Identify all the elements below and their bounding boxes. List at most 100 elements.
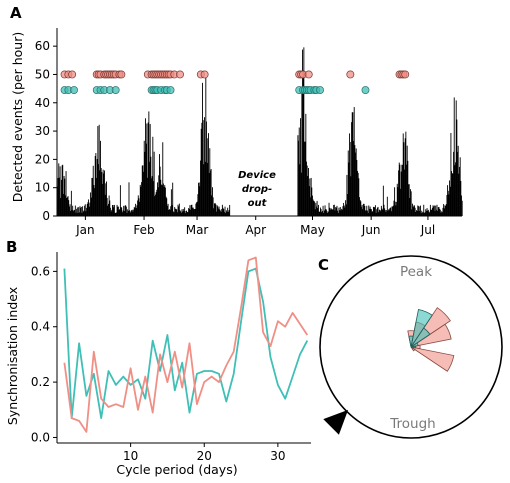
histogram-bar	[319, 211, 321, 216]
histogram-bar	[158, 175, 160, 216]
histogram-bar	[133, 209, 135, 216]
histogram-bar	[395, 205, 397, 216]
histogram-bar	[442, 207, 444, 216]
histogram-bar	[170, 189, 172, 216]
histogram-bar	[64, 195, 66, 216]
histogram-bar	[368, 205, 370, 216]
histogram-bar	[101, 172, 103, 216]
panel-b-xlabel: Cycle period (days)	[116, 462, 237, 477]
histogram-bar	[414, 205, 415, 216]
histogram-bar	[159, 166, 161, 216]
histogram-bar	[205, 77, 207, 216]
histogram-bar	[415, 211, 417, 216]
histogram-bar	[328, 202, 330, 216]
histogram-bar	[445, 204, 447, 216]
histogram-bar	[82, 206, 84, 216]
histogram-bar	[58, 163, 60, 216]
histogram-bar	[392, 206, 394, 216]
histogram-bar	[88, 199, 90, 216]
histogram-bar	[121, 212, 123, 216]
panel-b-ytick-label: 0.6	[31, 264, 50, 278]
histogram-bar	[211, 195, 213, 216]
histogram-bar	[212, 197, 214, 216]
teal-marker	[361, 86, 370, 94]
histogram-bar	[223, 212, 225, 216]
histogram-bar	[66, 197, 68, 216]
histogram-bar	[300, 118, 301, 216]
histogram-bar	[317, 208, 319, 216]
histogram-bar	[419, 206, 421, 216]
histogram-bar	[444, 205, 446, 216]
histogram-bar	[359, 197, 360, 216]
histogram-bar	[400, 188, 402, 216]
histogram-bar	[183, 211, 185, 216]
histogram-bar	[202, 82, 203, 216]
histogram-bar	[355, 148, 357, 216]
histogram-bar	[198, 182, 199, 216]
histogram-bar	[333, 204, 335, 216]
histogram-bar	[81, 212, 83, 216]
teal-polar-wedge	[410, 345, 416, 349]
histogram-bar	[392, 205, 394, 216]
histogram-bar	[68, 200, 70, 216]
histogram-bar	[404, 138, 406, 216]
histogram-bar	[309, 178, 311, 216]
histogram-bar	[111, 209, 113, 216]
histogram-bar	[433, 205, 435, 216]
histogram-bar	[386, 210, 388, 216]
histogram-bar	[178, 203, 180, 216]
histogram-bar	[111, 205, 113, 216]
histogram-bar	[362, 209, 364, 216]
histogram-bar	[412, 207, 414, 216]
histogram-bar	[356, 159, 358, 216]
histogram-bar	[440, 212, 442, 216]
histogram-bar	[184, 207, 186, 216]
histogram-bar	[117, 206, 119, 216]
panel-a-month-label: Feb	[133, 223, 154, 237]
histogram-bar	[365, 210, 367, 216]
histogram-bar	[319, 207, 321, 216]
histogram-bar	[134, 207, 136, 216]
histogram-bar	[451, 173, 453, 216]
histogram-bar	[82, 211, 84, 216]
panel-a-ytick-label: 40	[35, 96, 50, 110]
histogram-bar	[60, 197, 62, 216]
panel-c-polar-histogram	[319, 255, 503, 439]
histogram-bar	[404, 169, 405, 216]
histogram-bar	[176, 212, 178, 216]
histogram-bar	[327, 213, 329, 216]
histogram-bar	[197, 194, 199, 216]
histogram-bar	[376, 209, 378, 216]
histogram-bar	[123, 205, 125, 216]
histogram-bar	[380, 205, 382, 216]
histogram-bar	[449, 180, 451, 216]
histogram-bar	[108, 203, 109, 216]
histogram-bar	[188, 208, 190, 216]
teal-polar-wedge	[410, 342, 419, 348]
histogram-bar	[398, 162, 400, 216]
histogram-bar	[400, 171, 402, 216]
histogram-bar	[443, 208, 445, 216]
histogram-bar	[128, 182, 130, 216]
histogram-bar	[170, 206, 172, 216]
histogram-bar	[459, 166, 460, 216]
histogram-bar	[408, 184, 410, 216]
histogram-bar	[98, 124, 100, 216]
histogram-bar	[354, 145, 356, 216]
histogram-bar	[190, 209, 192, 216]
histogram-bar	[96, 177, 97, 216]
histogram-bar	[140, 186, 142, 216]
histogram-bar	[434, 211, 436, 216]
histogram-bar	[72, 205, 74, 216]
histogram-bar	[398, 170, 400, 216]
histogram-bar	[182, 211, 184, 216]
histogram-bar	[135, 203, 137, 216]
histogram-bar	[439, 209, 441, 216]
histogram-bar	[427, 209, 429, 216]
panel-letter-c: C	[318, 256, 329, 274]
histogram-bar	[339, 210, 341, 216]
histogram-bar	[175, 208, 177, 216]
histogram-bar	[344, 207, 346, 216]
histogram-bar	[391, 206, 393, 216]
histogram-bar	[326, 211, 328, 216]
